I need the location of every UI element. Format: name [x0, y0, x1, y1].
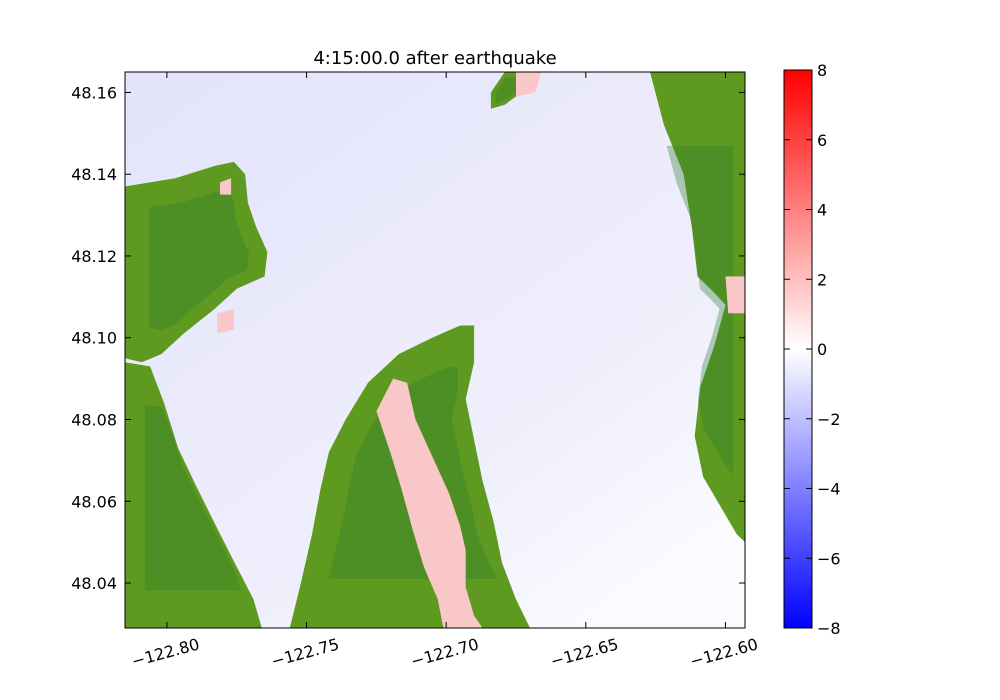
- positive-region-west-spot-mid: [217, 309, 234, 334]
- colorbar-tick-label: 2: [817, 270, 827, 289]
- colorbar-axis: −8 −6 −4 −2 0 2 4 6 8: [784, 61, 841, 638]
- positive-region-east-spot: [725, 276, 745, 314]
- colorbar-tick-label: 8: [817, 61, 827, 80]
- x-tick-label: −122.60: [688, 635, 760, 671]
- land-shading-west-shore-north: [149, 189, 250, 331]
- x-tick-label: −122.70: [409, 635, 481, 671]
- land-shading-east-shore: [666, 145, 734, 475]
- positive-region-central-inlet: [376, 378, 483, 628]
- y-tick-label: 48.04: [71, 574, 117, 593]
- land-region-west-shore-south: [125, 362, 262, 628]
- positive-region-north-strip: [516, 72, 542, 97]
- y-tick-label: 48.08: [71, 411, 117, 430]
- y-tick-label: 48.12: [71, 247, 117, 266]
- colorbar-tick-label: −4: [817, 480, 841, 499]
- colorbar-tick-label: −8: [817, 619, 841, 638]
- x-tick-label: −122.75: [269, 635, 341, 671]
- land-region-east-shore: [650, 72, 745, 543]
- regions-layer: [125, 72, 745, 628]
- colorbar-tick-label: 4: [817, 201, 827, 220]
- x-tick-label: −122.65: [548, 635, 620, 671]
- colorbar-tick-label: 0: [817, 340, 827, 359]
- colorbar-tick-label: −6: [817, 549, 841, 568]
- y-axis: 48.04 48.06 48.08 48.10 48.12 48.14 48.16: [71, 83, 745, 593]
- y-tick-label: 48.14: [71, 165, 117, 184]
- plot-area: [125, 72, 745, 628]
- y-tick-label: 48.16: [71, 83, 117, 102]
- colorbar-tick-label: 6: [817, 131, 827, 150]
- land-shading-west-shore-south: [144, 404, 241, 591]
- plot-frame: [124, 71, 746, 629]
- colorbar-tick-label: −2: [817, 410, 841, 429]
- positive-region-west-spot-north: [220, 178, 232, 195]
- land-region-west-shore-north: [125, 161, 268, 363]
- chart-title: 4:15:00.0 after earthquake: [313, 48, 556, 69]
- y-tick-label: 48.10: [71, 329, 117, 348]
- x-tick-label: −122.80: [129, 635, 201, 671]
- y-tick-label: 48.06: [71, 492, 117, 511]
